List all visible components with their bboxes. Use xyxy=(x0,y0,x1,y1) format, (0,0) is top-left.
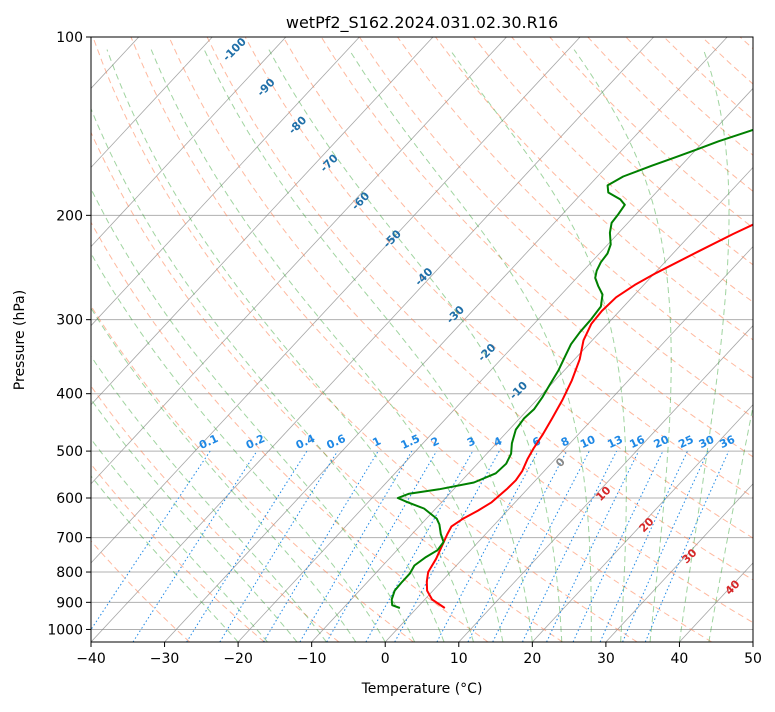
y-tick-label: 100 xyxy=(56,30,83,46)
x-tick-label: 30 xyxy=(597,651,615,667)
x-tick-label: 50 xyxy=(744,651,762,667)
y-tick-label: 300 xyxy=(56,313,83,329)
x-tick-label: 10 xyxy=(450,651,468,667)
x-tick-label: −30 xyxy=(150,651,180,667)
y-tick-label: 400 xyxy=(56,387,83,403)
chart-title: wetPf2_S162.2024.031.02.30.R16 xyxy=(286,13,558,33)
y-tick-label: 500 xyxy=(56,444,83,460)
y-tick-label: 600 xyxy=(56,491,83,507)
y-tick-label: 900 xyxy=(56,595,83,611)
y-tick-label: 800 xyxy=(56,565,83,581)
x-tick-label: 0 xyxy=(381,651,390,667)
x-tick-label: −40 xyxy=(76,651,106,667)
y-tick-label: 700 xyxy=(56,531,83,547)
x-tick-label: −10 xyxy=(297,651,327,667)
y-tick-label: 200 xyxy=(56,208,83,224)
x-tick-label: −20 xyxy=(223,651,253,667)
x-axis-label: Temperature (°C) xyxy=(361,681,483,697)
y-axis-label: Pressure (hPa) xyxy=(12,290,28,390)
x-tick-label: 40 xyxy=(671,651,689,667)
y-tick-label: 1000 xyxy=(47,622,83,638)
x-tick-label: 20 xyxy=(523,651,541,667)
